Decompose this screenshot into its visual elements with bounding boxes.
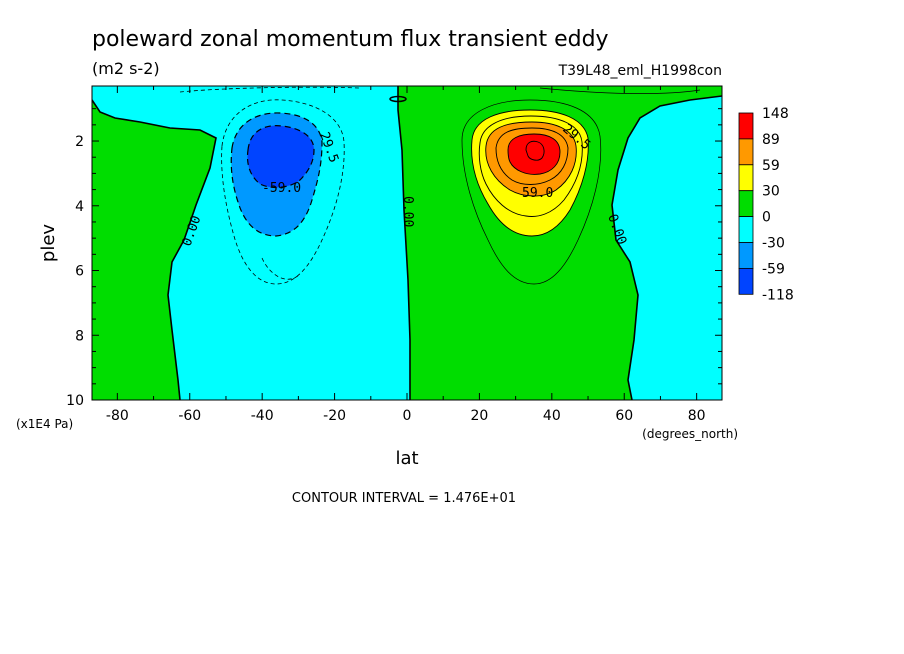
x-tick-label: 0 <box>403 408 412 424</box>
upper-dashed-contour <box>179 86 361 93</box>
colorbar-swatch <box>738 267 754 295</box>
x-tick-label: 20 <box>470 408 488 424</box>
upper-thin-contour <box>539 87 701 95</box>
colorbar-label: -30 <box>762 236 785 252</box>
pos-contour-5 <box>495 127 569 185</box>
y-tick-label: 8 <box>75 328 84 344</box>
x-tick-label: 80 <box>688 408 706 424</box>
pos-contour-6 <box>507 133 561 175</box>
zero-contour-north <box>611 95 722 400</box>
colorbar-swatch <box>738 164 754 192</box>
y-axis: 2 4 6 8 10 <box>66 108 722 409</box>
chart-title: poleward zonal momentum flux transient e… <box>92 27 609 52</box>
x-tick-label: 60 <box>615 408 633 424</box>
x-tick-label: -60 <box>178 408 201 424</box>
dataset-label: T39L48_eml_H1998con <box>558 63 722 79</box>
colorbar-swatch <box>738 242 754 269</box>
colorbar-swatch <box>738 138 754 166</box>
colorbar-label: 59 <box>762 158 780 174</box>
colorbar-swatch <box>738 112 754 140</box>
fill-red-north <box>508 134 560 175</box>
contour-label-s-59: -59.0 <box>262 181 301 196</box>
x-axis-label: lat <box>395 448 418 469</box>
contour-label-eq-zero: 0.00 <box>400 196 415 227</box>
contour-interval-text: CONTOUR INTERVAL = 1.476E+01 <box>292 491 516 506</box>
pos-contour-2 <box>471 109 589 237</box>
fill-green-south <box>92 86 216 400</box>
y-axis-label: plev <box>38 224 59 263</box>
colorbar-label: 0 <box>762 210 771 226</box>
pos-contour-7 <box>525 140 545 161</box>
colorbar-label: 89 <box>762 132 780 148</box>
neg-contour-2 <box>230 112 323 237</box>
colorbar-swatch <box>738 190 754 217</box>
x-units-label: (degrees_north) <box>642 427 738 441</box>
neg-contour-1 <box>221 99 345 285</box>
plot-area: 29.5 -59.0 0.00 0.00 29.5 59.0 0.00 <box>92 86 722 400</box>
neg-contour-3 <box>246 125 315 189</box>
contour-label-n-59: 59.0 <box>522 186 553 201</box>
x-tick-label: -20 <box>323 408 346 424</box>
zero-contour-south <box>92 99 217 400</box>
x-tick-label: -40 <box>251 408 274 424</box>
y-tick-label: 10 <box>66 393 84 409</box>
colorbar-label: 30 <box>762 184 780 200</box>
y-tick-label: 2 <box>75 134 84 150</box>
colorbar-label: -59 <box>762 261 785 277</box>
colorbar-swatch <box>738 216 754 243</box>
fill-blue-south <box>247 125 314 188</box>
neg-contour-4 <box>261 257 301 280</box>
y-units-label: (x1E4 Pa) <box>16 417 73 431</box>
x-axis: -80 -60 -40 -20 0 20 40 60 80 <box>106 86 706 424</box>
pos-contour-1 <box>461 99 602 285</box>
units-label: (m2 s-2) <box>92 59 160 78</box>
y-tick-label: 4 <box>75 199 84 215</box>
zero-contour-equator <box>397 86 411 400</box>
x-tick-label: -80 <box>106 408 129 424</box>
colorbar-label: -118 <box>762 287 794 303</box>
pos-contour-3 <box>478 115 583 217</box>
pos-contour-4 <box>485 121 577 197</box>
colorbar-label: 148 <box>762 106 789 122</box>
zero-contour-small-loop <box>389 95 407 103</box>
y-tick-label: 6 <box>75 264 84 280</box>
colorbar: 148 89 59 30 0 -30 -59 -118 <box>738 106 794 303</box>
x-tick-label: 40 <box>543 408 561 424</box>
